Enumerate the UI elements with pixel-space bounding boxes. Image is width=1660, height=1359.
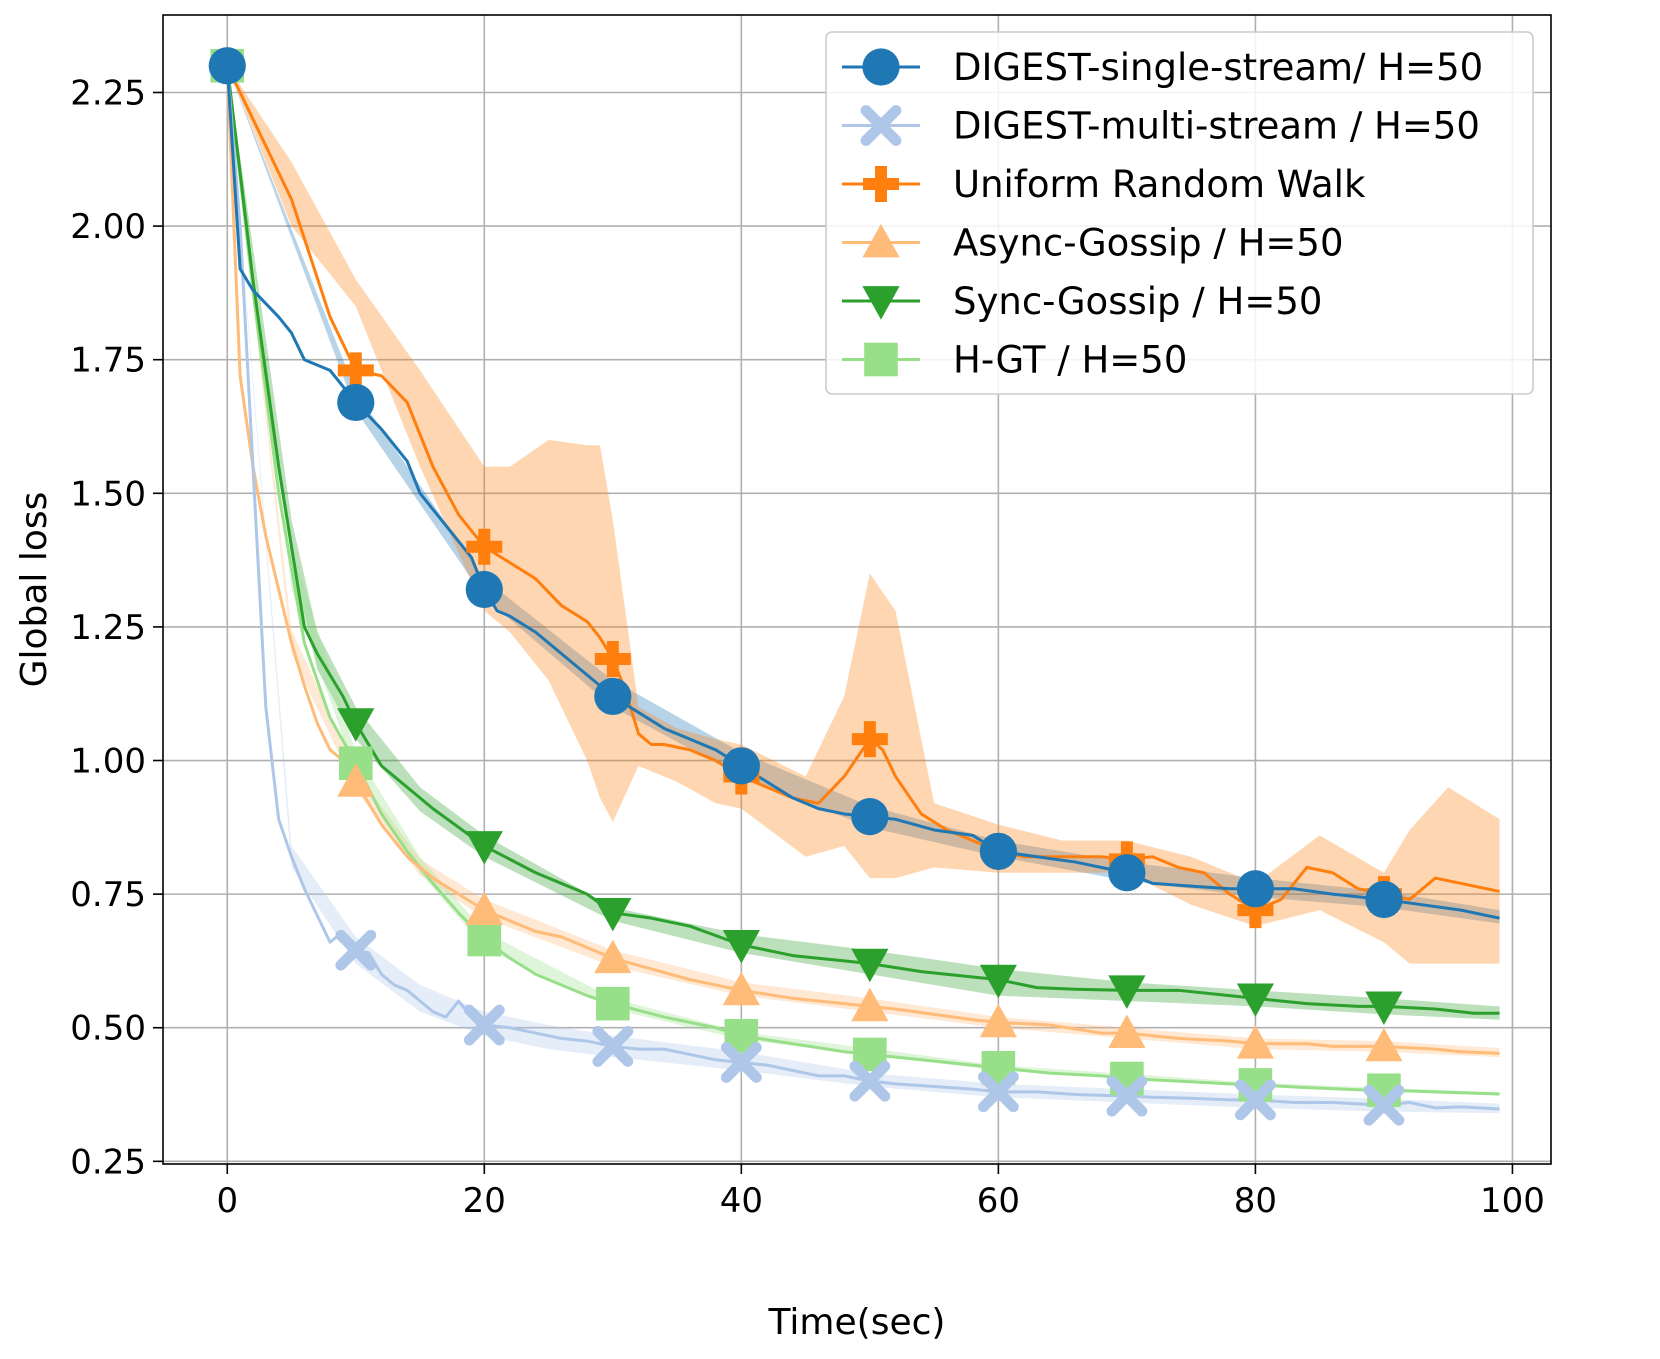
x-marker-stroke <box>849 1060 891 1102</box>
marker-series-5 <box>467 922 502 957</box>
marker-series-2 <box>466 528 503 565</box>
y-tick-label: 1.75 <box>70 341 146 381</box>
confidence-bands <box>227 65 1500 1114</box>
marker-series-1 <box>1106 1075 1148 1117</box>
marker-series-3 <box>594 939 632 974</box>
legend-marker-2 <box>863 166 899 202</box>
y-tick-label: 2.00 <box>70 207 146 247</box>
legend-label-2: Uniform Random Walk <box>953 163 1366 206</box>
marker-series-2 <box>1237 892 1274 929</box>
marker-series-3 <box>465 891 503 926</box>
x-tick-label: 0 <box>216 1181 238 1221</box>
x-tick-label: 80 <box>1234 1181 1277 1221</box>
marker-series-4 <box>851 948 889 983</box>
x-tick-label: 100 <box>1480 1181 1545 1221</box>
legend-marker-4 <box>862 286 900 320</box>
legend-marker-0 <box>862 48 900 86</box>
x-axis-title: Time(sec) <box>768 1302 946 1343</box>
marker-series-4 <box>1365 991 1403 1025</box>
marker-series-0 <box>465 570 503 609</box>
marker-series-1 <box>977 1071 1019 1113</box>
marker-series-1 <box>335 929 377 971</box>
legend-marker-1 <box>860 105 902 146</box>
legend: DIGEST-single-stream/ H=50 DIGEST-multi-s… <box>825 31 1534 395</box>
marker-series-1 <box>463 1004 505 1046</box>
y-axis-title: Global loss <box>14 492 55 688</box>
marker-series-3 <box>1236 1025 1275 1059</box>
band-series-2 <box>227 65 1500 964</box>
marker-series-4 <box>465 831 503 865</box>
marker-series-1 <box>720 1042 762 1083</box>
x-tick-label: 40 <box>720 1181 763 1221</box>
legend-marker-3 <box>862 223 900 258</box>
marker-series-5 <box>596 986 630 1021</box>
legend-label-4: Sync-Gossip / H=50 <box>953 280 1322 323</box>
marker-series-3 <box>1365 1027 1403 1062</box>
series-lines <box>225 65 1500 1111</box>
y-tick-label: 2.25 <box>70 73 146 113</box>
marker-series-0 <box>979 832 1017 870</box>
marker-series-0 <box>722 747 760 785</box>
marker-series-3 <box>1108 1014 1146 1048</box>
marker-series-0 <box>337 383 375 422</box>
x-marker-stroke <box>1235 1079 1276 1121</box>
x-marker-stroke <box>592 1026 634 1067</box>
plot-frame <box>162 14 1552 1165</box>
marker-series-3 <box>722 971 760 1006</box>
y-tick-label: 0.50 <box>70 1009 146 1049</box>
x-marker-stroke <box>463 1004 505 1046</box>
marker-series-3 <box>979 1003 1017 1038</box>
marker-series-1 <box>849 1060 891 1102</box>
x-marker-stroke <box>860 105 902 146</box>
marker-series-4 <box>1108 975 1146 1009</box>
marker-series-0 <box>1236 870 1275 908</box>
marker-series-4 <box>722 930 760 964</box>
marker-series-2 <box>337 352 374 389</box>
series-markers <box>208 47 1405 1126</box>
y-tick-label: 0.75 <box>70 875 146 915</box>
y-tick-label: 1.00 <box>70 742 146 782</box>
marker-series-1 <box>1235 1079 1276 1121</box>
line-series-0 <box>225 65 1500 920</box>
x-tick-label: 60 <box>977 1181 1020 1221</box>
marker-series-4 <box>337 708 375 742</box>
legend-label-5: H-GT / H=50 <box>953 339 1187 382</box>
x-marker-stroke <box>335 929 377 971</box>
marker-series-0 <box>1108 854 1146 892</box>
legend-label-1: DIGEST-multi-stream / H=50 <box>953 105 1480 148</box>
marker-series-4 <box>1236 983 1275 1017</box>
line-series-3 <box>225 65 1500 1055</box>
marker-series-0 <box>594 677 632 715</box>
marker-series-1 <box>592 1026 634 1067</box>
x-marker-stroke <box>1363 1084 1405 1126</box>
marker-series-2 <box>594 640 631 677</box>
y-tick-label: 1.25 <box>70 608 146 648</box>
marker-series-3 <box>851 987 889 1022</box>
marker-series-4 <box>979 964 1017 999</box>
marker-series-4 <box>594 897 632 932</box>
marker-series-0 <box>851 798 889 836</box>
y-tick-label: 1.50 <box>70 474 146 514</box>
legend-marker-5 <box>864 342 898 377</box>
x-marker-stroke <box>720 1042 762 1083</box>
marker-series-1 <box>1363 1084 1405 1126</box>
legend-box <box>825 31 1534 395</box>
legend-label-0: DIGEST-single-stream/ H=50 <box>953 46 1483 89</box>
marker-series-0 <box>208 47 246 85</box>
marker-series-2 <box>851 721 888 758</box>
x-tick-label: 20 <box>463 1181 506 1221</box>
axis-ticks: 0 20 40 60 80 100 0.25 0.50 0.75 1.00 1.25 1.50 1.75… <box>70 73 1545 1221</box>
marker-series-0 <box>1365 880 1403 919</box>
legend-label-3: Async-Gossip / H=50 <box>953 222 1344 265</box>
marker-series-3 <box>337 763 375 797</box>
x-marker-stroke <box>1106 1075 1148 1117</box>
x-marker-stroke <box>977 1071 1019 1113</box>
y-tick-label: 0.25 <box>70 1142 146 1182</box>
